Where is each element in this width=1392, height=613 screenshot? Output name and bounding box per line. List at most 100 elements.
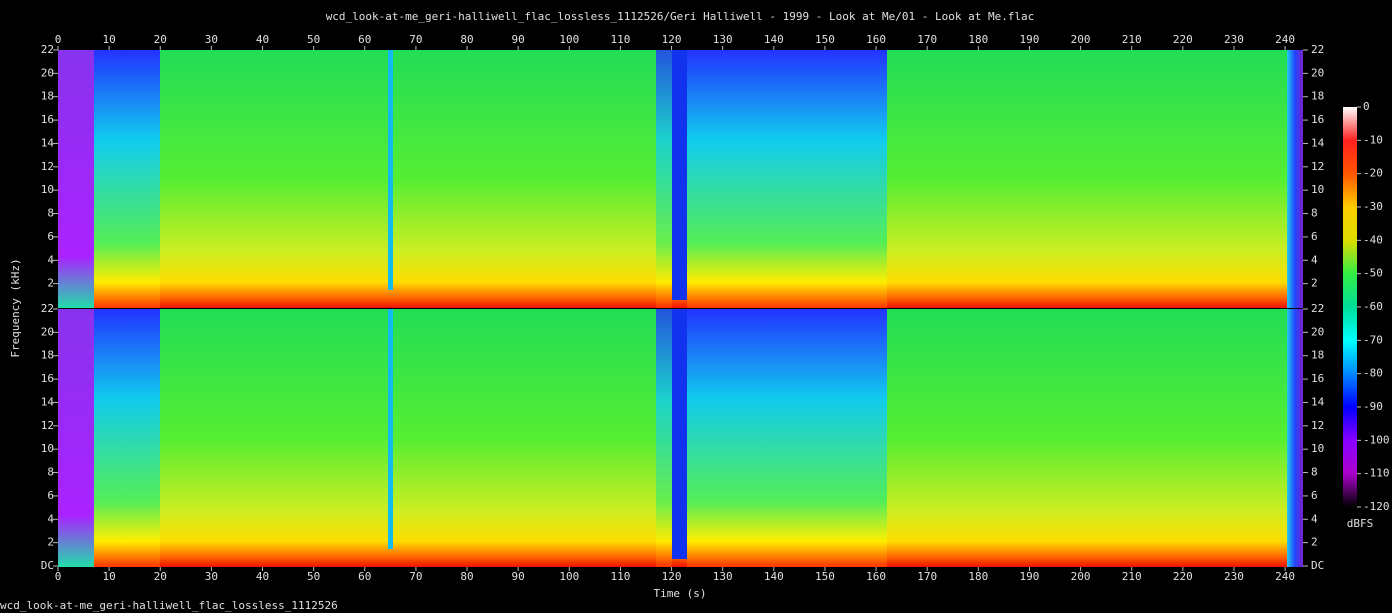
x-tick-label-bottom: 210 xyxy=(1122,570,1142,583)
x-tick-label-top: 90 xyxy=(512,33,525,46)
y-tick-label-left: 6 xyxy=(47,230,54,243)
colorbar-tick-label: -90 xyxy=(1363,400,1383,413)
y-tick-label-left: 6 xyxy=(47,489,54,502)
x-tick-label-top: 120 xyxy=(662,33,682,46)
y-tick-label-right: 16 xyxy=(1311,372,1324,385)
x-tick-label-bottom: 40 xyxy=(256,570,269,583)
colorbar-tick-label: -30 xyxy=(1363,200,1383,213)
x-tick-label-bottom: 60 xyxy=(358,570,371,583)
x-tick-label-top: 160 xyxy=(866,33,886,46)
y-tick-label-right: 4 xyxy=(1311,512,1318,525)
x-tick-label-top: 10 xyxy=(103,33,116,46)
y-tick-label-left: 16 xyxy=(41,372,54,385)
x-tick-label-bottom: 90 xyxy=(512,570,525,583)
x-tick-label-top: 150 xyxy=(815,33,835,46)
x-tick-label-top: 60 xyxy=(358,33,371,46)
x-tick-label-bottom: 200 xyxy=(1071,570,1091,583)
y-tick-label-left: 22 xyxy=(41,302,54,315)
x-tick-label-bottom: 110 xyxy=(610,570,630,583)
y-tick-label-left: 12 xyxy=(41,160,54,173)
x-tick-label-top: 200 xyxy=(1071,33,1091,46)
x-tick-label-bottom: 70 xyxy=(409,570,422,583)
x-tick-label-top: 40 xyxy=(256,33,269,46)
y-tick-label-right: 20 xyxy=(1311,66,1324,79)
x-tick-label-top: 110 xyxy=(610,33,630,46)
y-tick-label-left: 8 xyxy=(47,466,54,479)
x-tick-label-top: 140 xyxy=(764,33,784,46)
x-tick-label-top: 70 xyxy=(409,33,422,46)
x-tick-label-top: 170 xyxy=(917,33,937,46)
x-tick-label-bottom: 190 xyxy=(1020,570,1040,583)
subtitle: wcd_look-at-me_geri-halliwell_flac_lossl… xyxy=(0,599,338,612)
x-tick-label-bottom: 50 xyxy=(307,570,320,583)
x-tick-label-top: 100 xyxy=(559,33,579,46)
x-tick-label-top: 20 xyxy=(154,33,167,46)
y-tick-label-left: 20 xyxy=(41,325,54,338)
y-tick-label-right: 10 xyxy=(1311,183,1324,196)
y-tick-label-left: 18 xyxy=(41,349,54,362)
colorbar-tick-label: -120 xyxy=(1363,500,1390,513)
y-tick-label-right: 18 xyxy=(1311,90,1324,103)
x-tick-label-top: 240 xyxy=(1275,33,1295,46)
colorbar-tick-label: -20 xyxy=(1363,167,1383,180)
colorbar-tick-label: -100 xyxy=(1363,433,1390,446)
x-tick-label-bottom: 220 xyxy=(1173,570,1193,583)
x-tick-label-top: 210 xyxy=(1122,33,1142,46)
y-tick-label-right: 12 xyxy=(1311,419,1324,432)
x-tick-label-bottom: 170 xyxy=(917,570,937,583)
y-tick-label-right: DC xyxy=(1311,559,1324,572)
x-tick-label-bottom: 120 xyxy=(662,570,682,583)
x-tick-label-bottom: 20 xyxy=(154,570,167,583)
colorbar xyxy=(1343,107,1357,507)
y-tick-label-right: 22 xyxy=(1311,43,1324,56)
x-tick-label-top: 50 xyxy=(307,33,320,46)
y-tick-label-left: 4 xyxy=(47,512,54,525)
y-tick-label-right: 6 xyxy=(1311,230,1318,243)
x-tick-label-top: 190 xyxy=(1020,33,1040,46)
y-tick-label-right: 6 xyxy=(1311,489,1318,502)
x-tick-label-top: 80 xyxy=(460,33,473,46)
x-tick-label-bottom: 150 xyxy=(815,570,835,583)
y-tick-label-left: 14 xyxy=(41,395,55,408)
y-axis-label: Frequency (kHz) xyxy=(9,258,22,357)
colorbar-tick-label: -10 xyxy=(1363,133,1383,146)
colorbar-tick-label: -40 xyxy=(1363,233,1383,246)
y-tick-label-left: 12 xyxy=(41,419,54,432)
y-tick-label-right: 20 xyxy=(1311,325,1324,338)
x-tick-label-bottom: 30 xyxy=(205,570,218,583)
x-tick-label-bottom: 180 xyxy=(968,570,988,583)
y-tick-label-left: 20 xyxy=(41,66,54,79)
y-tick-label-right: 14 xyxy=(1311,136,1325,149)
y-tick-label-left: 16 xyxy=(41,113,54,126)
x-tick-label-top: 180 xyxy=(968,33,988,46)
x-tick-label-bottom: 10 xyxy=(103,570,116,583)
x-tick-label-top: 220 xyxy=(1173,33,1193,46)
y-tick-label-right: 22 xyxy=(1311,302,1324,315)
y-tick-label-right: 16 xyxy=(1311,113,1324,126)
y-tick-label-left: 8 xyxy=(47,207,54,220)
x-tick-label-bottom: 100 xyxy=(559,570,579,583)
y-tick-label-left: 4 xyxy=(47,253,54,266)
x-tick-label-top: 0 xyxy=(55,33,62,46)
colorbar-tick-label: -50 xyxy=(1363,267,1383,280)
colorbar-tick-label: 0 xyxy=(1363,100,1370,113)
y-tick-label-left: 14 xyxy=(41,136,55,149)
colorbar-tick-label: -70 xyxy=(1363,333,1383,346)
channel-1-spectrum xyxy=(58,50,1303,308)
x-tick-label-bottom: 160 xyxy=(866,570,886,583)
colorbar-tick-label: -80 xyxy=(1363,367,1383,380)
channel-2-spectrum xyxy=(58,309,1303,567)
x-tick-label-bottom: 80 xyxy=(460,570,473,583)
y-tick-label-right: 12 xyxy=(1311,160,1324,173)
y-tick-label-left: DC xyxy=(41,559,54,572)
y-tick-label-left: 22 xyxy=(41,43,54,56)
y-tick-label-left: 2 xyxy=(47,536,54,549)
x-axis-label: Time (s) xyxy=(654,587,707,600)
x-tick-label-bottom: 140 xyxy=(764,570,784,583)
x-tick-label-top: 30 xyxy=(205,33,218,46)
colorbar-tick-label: -110 xyxy=(1363,467,1390,480)
colorbar-tick-label: -60 xyxy=(1363,300,1383,313)
y-tick-label-right: 14 xyxy=(1311,395,1325,408)
chart-title: wcd_look-at-me_geri-halliwell_flac_lossl… xyxy=(326,10,1035,23)
